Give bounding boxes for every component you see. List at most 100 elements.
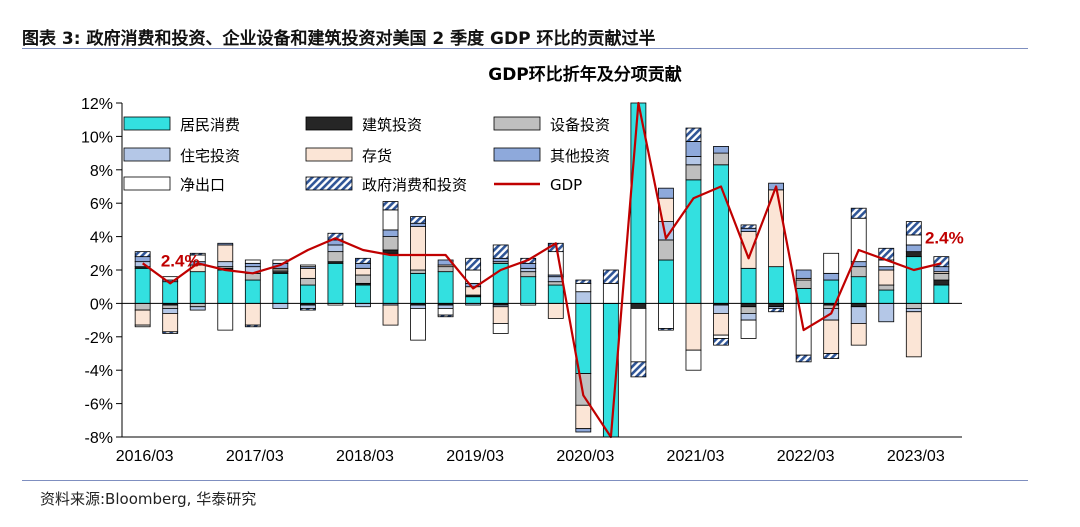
bar-segment bbox=[300, 304, 316, 309]
bar-segment bbox=[768, 266, 784, 304]
bar-segment bbox=[740, 302, 757, 308]
legend-swatch bbox=[123, 176, 171, 191]
bar-segment bbox=[520, 271, 537, 278]
bar-segment bbox=[685, 127, 702, 142]
y-tick-label: 4% bbox=[90, 230, 113, 247]
bar-segment bbox=[327, 251, 344, 263]
gdp-value-label: 2.4% bbox=[161, 251, 200, 270]
bar-segment bbox=[905, 311, 922, 358]
bar-segment bbox=[355, 262, 371, 269]
bar-segment bbox=[905, 251, 922, 258]
bar-segment bbox=[740, 306, 757, 314]
legend-label: 居民消费 bbox=[180, 116, 240, 134]
bar-segment bbox=[492, 257, 509, 263]
bar-segment bbox=[740, 224, 757, 229]
bar-segment bbox=[602, 269, 619, 284]
bar-segment bbox=[768, 302, 784, 308]
bar-segment bbox=[575, 428, 592, 433]
bar-segment bbox=[575, 279, 592, 284]
bar-segment bbox=[382, 229, 399, 237]
x-tick-label: 2021/03 bbox=[667, 448, 725, 465]
bar-segment bbox=[823, 319, 840, 354]
bar-segment bbox=[850, 276, 867, 304]
y-tick-label: 2% bbox=[90, 263, 113, 280]
bar-segment bbox=[189, 306, 206, 311]
y-tick-label: -2% bbox=[85, 330, 113, 347]
bar-segment bbox=[492, 323, 509, 334]
bar-segment bbox=[382, 201, 399, 211]
bar-segment bbox=[933, 284, 950, 304]
bar-segment bbox=[740, 319, 757, 339]
bar-segment bbox=[410, 304, 426, 309]
bar-segment bbox=[465, 296, 482, 304]
bar-segment bbox=[492, 244, 509, 259]
legend-label: 设备投资 bbox=[550, 116, 610, 134]
annotations: 2.4% 2.4% bbox=[161, 228, 964, 270]
bar-segment bbox=[740, 313, 757, 321]
bar-segment bbox=[134, 267, 151, 304]
bar-segment bbox=[713, 304, 729, 314]
bar-segment bbox=[217, 269, 234, 304]
bar-segment bbox=[905, 244, 922, 253]
figure-heading: 图表 3: 政府消费和投资、企业设备和建筑投资对美国 2 季度 GDP 环比的贡… bbox=[22, 29, 656, 49]
bottom-divider bbox=[22, 480, 1028, 481]
bar-segment bbox=[575, 404, 592, 430]
bar-segment bbox=[713, 334, 729, 339]
legend-label: 政府消费和投资 bbox=[362, 176, 467, 194]
bar-segment bbox=[437, 266, 454, 273]
bar-segment bbox=[382, 236, 399, 251]
bar-segment bbox=[244, 279, 261, 304]
legend-swatch bbox=[123, 147, 171, 162]
bar-segment bbox=[134, 302, 151, 311]
bar-segment bbox=[630, 308, 647, 363]
bar-segment bbox=[382, 252, 399, 304]
legend-label: 其他投资 bbox=[550, 147, 610, 165]
bar-segment bbox=[410, 216, 426, 224]
bar-segment bbox=[410, 269, 426, 274]
legend-label: 净出口 bbox=[180, 176, 225, 194]
bar-segment bbox=[437, 308, 454, 316]
bar-segment bbox=[355, 274, 371, 284]
bar-segment bbox=[740, 231, 757, 269]
bar-segment bbox=[189, 271, 206, 304]
bar-segment bbox=[685, 164, 702, 181]
bar-segment bbox=[850, 323, 867, 346]
y-tick-label: 12% bbox=[81, 96, 113, 113]
bar-segment bbox=[905, 308, 922, 313]
bar-segment bbox=[244, 324, 261, 328]
x-axis: 2016/03 2017/03 2018/03 2019/03 2020/03 2021/… bbox=[116, 436, 962, 465]
bar-segment bbox=[685, 156, 702, 166]
bar-segment bbox=[795, 354, 812, 363]
legend-label: 住宅投资 bbox=[180, 147, 240, 165]
bar-segment bbox=[713, 313, 729, 336]
bar-segment bbox=[217, 261, 234, 268]
bar-segment bbox=[355, 257, 371, 264]
bar-segment bbox=[520, 276, 537, 304]
bar-segment bbox=[685, 141, 702, 157]
bar-segment bbox=[327, 262, 344, 304]
bar-segment bbox=[300, 284, 316, 304]
gdp-line-series bbox=[142, 101, 942, 439]
bar-segment bbox=[410, 272, 426, 304]
bar-segment bbox=[658, 259, 674, 304]
bar-segment bbox=[658, 302, 674, 329]
legend-label: GDP bbox=[550, 176, 582, 194]
bar-segment bbox=[850, 217, 867, 263]
x-tick-label: 2022/03 bbox=[777, 448, 835, 465]
y-tick-label: 10% bbox=[81, 129, 113, 146]
bar-segment bbox=[162, 331, 179, 334]
bar-segment bbox=[217, 244, 234, 263]
bar-segment bbox=[575, 291, 592, 304]
bar-segment bbox=[795, 269, 812, 279]
bar-segment bbox=[547, 302, 564, 319]
bar-segment bbox=[437, 271, 454, 304]
bar-segment bbox=[547, 281, 564, 286]
y-axis: -8% -6% -4% -2% 0% 2% 4% 6% 8% 10% 12% bbox=[81, 96, 123, 447]
bar-segment bbox=[933, 279, 950, 286]
bar-segment bbox=[437, 314, 454, 318]
bar-segment bbox=[905, 256, 922, 304]
bar-segment bbox=[300, 308, 316, 311]
bar-segment bbox=[465, 257, 482, 271]
bar-segment bbox=[134, 251, 151, 258]
legend-swatch bbox=[123, 116, 171, 131]
